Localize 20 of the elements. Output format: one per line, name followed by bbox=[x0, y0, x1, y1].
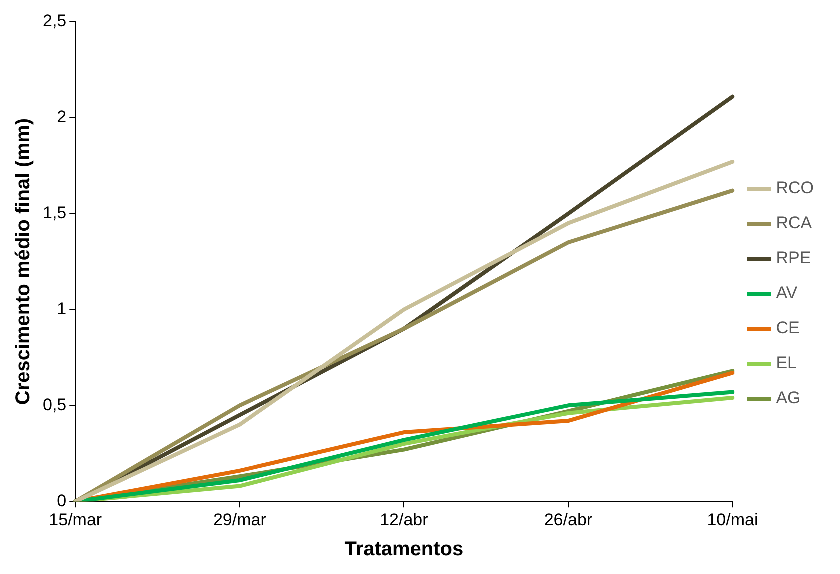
y-tick-label: 0,5 bbox=[42, 395, 67, 414]
legend-label: RCA bbox=[776, 214, 813, 233]
y-tick-label: 2,5 bbox=[42, 12, 67, 31]
legend-label: RCO bbox=[776, 178, 814, 198]
legend-label: EL bbox=[776, 354, 798, 373]
y-tick-label: 1,5 bbox=[42, 204, 67, 223]
legend-label: CE bbox=[776, 318, 800, 338]
y-axis-title: Crescimento médio final (mm) bbox=[12, 118, 35, 406]
x-tick-label: 26/abr bbox=[544, 510, 593, 530]
y-tick-label: 0 bbox=[57, 491, 67, 510]
legend-label: AG bbox=[776, 388, 801, 408]
legend-label: AV bbox=[776, 284, 798, 303]
y-tick-label: 1 bbox=[57, 299, 67, 318]
legend-label: RPE bbox=[776, 248, 812, 268]
x-tick-label: 12/abr bbox=[380, 510, 429, 530]
x-tick-label: 29/mar bbox=[213, 510, 267, 530]
x-axis-title: Tratamentos bbox=[344, 538, 464, 561]
x-tick-label: 10/mai bbox=[707, 510, 758, 530]
x-tick-label: 15/mar bbox=[49, 510, 102, 530]
y-tick-label: 2 bbox=[57, 108, 67, 127]
